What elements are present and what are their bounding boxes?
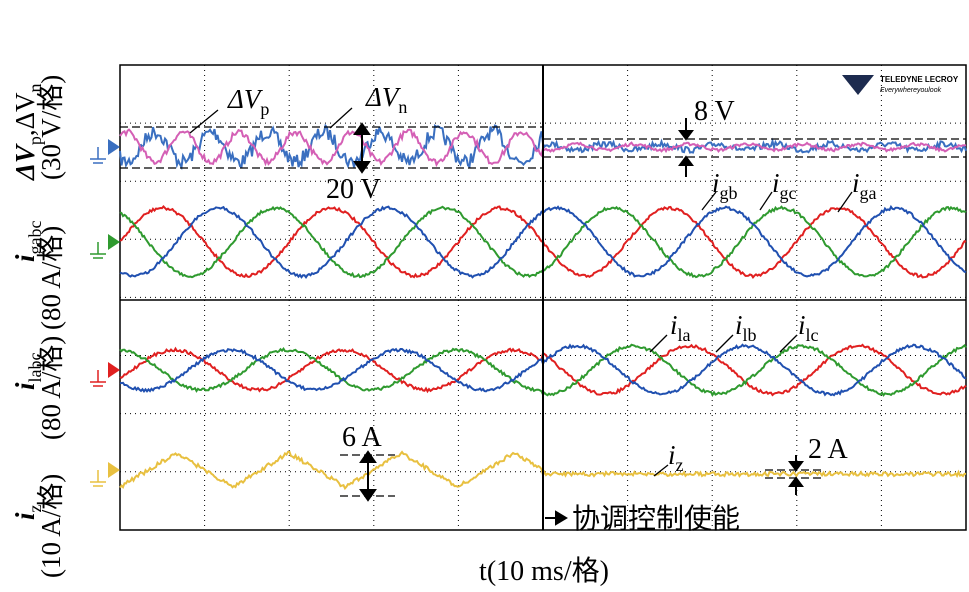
main: ΔV — [10, 143, 40, 181]
y-axis-unit: (10 A/格) — [36, 474, 66, 578]
annotation: ΔVp — [227, 84, 269, 119]
main: i — [772, 168, 780, 198]
annotation: 8 V — [694, 96, 735, 127]
main: i — [668, 440, 676, 470]
ground-marker — [108, 462, 120, 478]
logo-mark — [842, 75, 874, 95]
ground-symbol — [90, 242, 106, 259]
annotation: iga — [852, 168, 877, 203]
main: i — [10, 382, 40, 390]
main: i — [735, 310, 743, 340]
annotation: ΔVn — [365, 82, 407, 117]
main: i — [10, 512, 40, 520]
ground-marker — [108, 362, 120, 378]
main: ΔV — [365, 82, 402, 112]
subscript: n — [25, 83, 45, 92]
annotation: 20 V — [326, 174, 381, 205]
subscript: lb — [743, 325, 757, 345]
annotation: ilb — [735, 310, 757, 345]
logo-brand: TELEDYNE LECROY — [880, 75, 959, 84]
annotation: ila — [670, 310, 691, 345]
annotation: 6 A — [342, 422, 382, 453]
annotation: ilc — [798, 310, 819, 345]
sep: ,ΔV — [10, 92, 40, 136]
ground-marker — [108, 234, 120, 250]
subscript: ga — [860, 183, 877, 203]
annotation: 协调控制使能 — [572, 503, 740, 535]
subscript: lc — [806, 325, 819, 345]
y-axis-unit: (80 A/格) — [36, 226, 66, 330]
ground-symbol — [90, 470, 106, 487]
annotation: iz — [668, 440, 684, 475]
x-axis-label: t(10 ms/格) — [479, 555, 609, 587]
main: i — [852, 168, 860, 198]
arrows — [189, 107, 853, 526]
ground-symbol — [90, 370, 106, 387]
y-axis-label: ilabc — [10, 352, 45, 390]
y-axis-label: iz — [10, 504, 45, 520]
logo-slogan: Everywhereyoulook — [880, 87, 942, 94]
y-axis-label: ΔVp,ΔVn — [10, 83, 45, 181]
subscript: p — [25, 136, 45, 145]
annotation: igb — [712, 168, 738, 203]
y-axis-unit: (30 V/格) — [36, 75, 66, 180]
ground-symbol — [90, 147, 106, 164]
main: i — [798, 310, 806, 340]
main: i — [712, 168, 720, 198]
subscript: gabc — [25, 220, 45, 254]
main: ΔV — [227, 84, 264, 114]
subscript: p — [260, 99, 269, 119]
subscript: gc — [780, 183, 797, 203]
subscript: la — [678, 325, 691, 345]
annotation: igc — [772, 168, 797, 203]
subscript: z — [25, 504, 45, 512]
subscript: labc — [25, 352, 45, 382]
annotation: 2 A — [808, 434, 848, 465]
ground-marker — [108, 139, 120, 155]
main: i — [670, 310, 678, 340]
main: i — [10, 254, 40, 262]
y-axis-label: igabc — [10, 220, 45, 262]
y-axis-unit: (80 A/格) — [36, 336, 66, 440]
subscript: gb — [720, 183, 738, 203]
subscript: z — [676, 455, 684, 475]
subscript: n — [398, 97, 407, 117]
